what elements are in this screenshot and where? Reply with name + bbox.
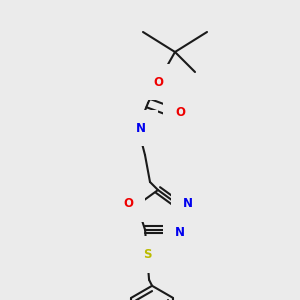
Text: H: H (127, 123, 135, 133)
Text: O: O (153, 76, 163, 88)
Text: O: O (123, 197, 133, 210)
Text: S: S (143, 248, 151, 261)
Text: N: N (183, 197, 193, 210)
Text: N: N (136, 122, 146, 134)
Text: O: O (175, 106, 185, 119)
Text: N: N (175, 226, 185, 239)
